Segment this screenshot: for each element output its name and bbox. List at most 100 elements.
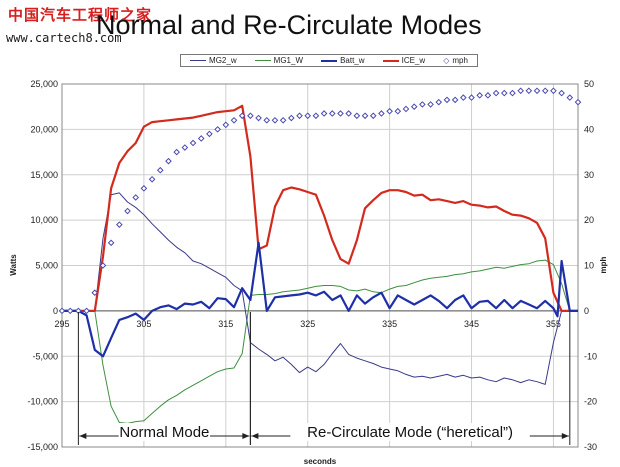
x-axis-title: seconds	[304, 457, 337, 466]
mph-point	[222, 121, 230, 129]
mph-point	[443, 96, 451, 104]
watermark-brand: 中国汽车工程师之家	[8, 6, 153, 24]
mph-point	[288, 114, 295, 122]
mph-point	[525, 87, 533, 95]
chart-legend: MG2_w MG1_W Batt_w ICE_w ◇ mph	[180, 54, 478, 67]
mph-point	[148, 175, 156, 183]
mph-point	[468, 94, 475, 101]
y-tick-label: 20,000	[30, 124, 58, 134]
y2-tick-label: 0	[584, 306, 589, 316]
x-tick-label: 345	[464, 319, 479, 329]
mph-point	[328, 110, 336, 117]
mph-point	[156, 166, 164, 174]
mph-point	[271, 116, 279, 124]
mph-point	[394, 107, 402, 115]
annotation-label: Normal Mode	[119, 424, 209, 441]
mph-point	[369, 112, 377, 120]
mph-point	[574, 98, 582, 106]
mph-point	[533, 87, 541, 95]
plot-frame	[61, 83, 579, 448]
legend-swatch-ice	[382, 59, 399, 62]
arrowhead-icon	[79, 433, 87, 439]
mph-point	[189, 139, 197, 147]
legend-item-mg1: MG1_W	[254, 56, 303, 65]
arrowhead-icon	[242, 433, 250, 439]
y2-tick-label: 40	[584, 124, 594, 134]
y2-axis-title: mph	[599, 256, 608, 273]
legend-swatch-mg2	[190, 60, 207, 61]
mph-point	[345, 110, 352, 117]
mph-point	[476, 92, 484, 99]
legend-label-mg2: MG2_w	[209, 56, 237, 65]
mph-point	[173, 148, 180, 156]
legend-item-mg2: MG2_w	[190, 56, 237, 65]
arrowhead-icon	[251, 433, 259, 439]
series-line-mg1_w	[62, 259, 578, 424]
mph-point	[419, 101, 426, 108]
y-tick-label: 10,000	[30, 215, 58, 225]
mph-point	[263, 116, 271, 124]
mph-point	[247, 112, 254, 120]
mph-point	[550, 87, 557, 95]
mph-point	[517, 87, 524, 95]
arrowhead-icon	[561, 433, 569, 439]
mph-point	[353, 112, 361, 120]
series-layer	[62, 104, 578, 424]
mph-point	[91, 289, 99, 297]
mph-point	[337, 110, 344, 117]
axes: 25,000 20,000 15,000 10,000 5,000 0 -5,000 -10,…	[27, 79, 597, 452]
legend-label-batt: Batt_w	[340, 56, 365, 65]
legend-item-ice: ICE_w	[382, 56, 426, 65]
legend-label-mg1: MG1_W	[273, 56, 303, 65]
mph-markers	[58, 87, 582, 315]
y2-tick-label: -30	[584, 442, 597, 452]
x-tick-label: 355	[546, 319, 561, 329]
mph-point	[132, 194, 140, 201]
y-axis-title: Watts	[9, 254, 18, 276]
y2-tick-label: 10	[584, 261, 594, 271]
mph-point	[124, 207, 131, 215]
x-tick-label: 335	[382, 319, 397, 329]
mph-point	[304, 112, 312, 120]
mph-point	[99, 262, 107, 269]
mph-point	[320, 110, 328, 117]
annotation-label: Re-Circulate Mode (“heretical”)	[307, 424, 513, 441]
y2-tick-label: 30	[584, 170, 594, 180]
mph-point	[500, 89, 508, 97]
mph-point	[509, 89, 516, 97]
grid-lines	[61, 83, 578, 448]
y-tick-label: 25,000	[30, 79, 58, 89]
y-tick-label: -10,000	[27, 397, 58, 407]
mph-point	[566, 94, 574, 101]
mph-point	[386, 107, 393, 115]
mph-point	[296, 112, 303, 120]
y-tick-label: 15,000	[30, 170, 58, 180]
mph-point	[541, 87, 549, 95]
mph-point	[107, 239, 115, 247]
mph-point	[492, 89, 500, 97]
x-tick-label: 295	[54, 319, 69, 329]
mph-point	[361, 112, 369, 120]
annotation-label-bg	[118, 423, 211, 441]
mph-point	[116, 221, 123, 228]
mph-point	[484, 92, 492, 99]
legend-swatch-mg1	[254, 60, 271, 61]
annotation-label-bg	[290, 423, 530, 441]
legend-item-batt: Batt_w	[321, 56, 365, 65]
y-tick-label: 0	[53, 306, 58, 316]
mph-point	[312, 112, 320, 120]
mph-point	[238, 112, 246, 120]
x-tick-label: 325	[300, 319, 315, 329]
mph-point	[66, 307, 74, 315]
mph-point	[206, 130, 213, 138]
x-tick-label: 305	[136, 319, 151, 329]
y-tick-label: 5,000	[35, 261, 58, 271]
y2-tick-label: 20	[584, 215, 594, 225]
legend-label-mph: mph	[452, 56, 468, 65]
legend-swatch-batt	[321, 59, 338, 62]
mph-point	[181, 144, 189, 151]
mph-point	[230, 116, 238, 124]
watermark-url: www.cartech8.com	[6, 31, 122, 45]
mph-point	[451, 96, 459, 104]
legend-label-ice: ICE_w	[401, 56, 426, 65]
